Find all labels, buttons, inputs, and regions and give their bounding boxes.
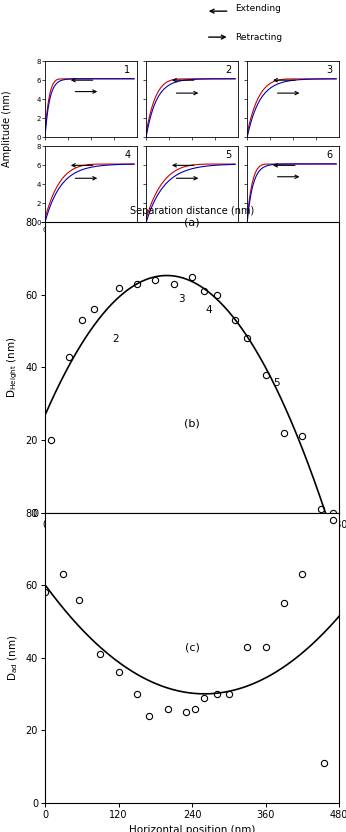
Text: (c): (c) (185, 642, 199, 652)
X-axis label: Horizontal position (nm): Horizontal position (nm) (129, 825, 255, 832)
Text: 3: 3 (179, 295, 185, 305)
Y-axis label: D$_{\mathrm{Height}}$ (nm): D$_{\mathrm{Height}}$ (nm) (6, 337, 20, 399)
Text: Retracting: Retracting (235, 33, 282, 42)
Text: Extending: Extending (235, 4, 281, 13)
Text: 2: 2 (112, 334, 119, 344)
X-axis label: Horizontal position (nm): Horizontal position (nm) (129, 535, 255, 545)
Text: 5: 5 (273, 378, 280, 388)
Text: Separation distance (nm): Separation distance (nm) (130, 206, 254, 216)
Text: 1: 1 (124, 65, 130, 75)
Text: 5: 5 (225, 150, 231, 160)
Text: Amplitude (nm): Amplitude (nm) (2, 91, 12, 167)
Text: (a): (a) (184, 218, 200, 228)
Text: (b): (b) (184, 418, 200, 428)
Text: 4: 4 (124, 150, 130, 160)
Text: 4: 4 (206, 305, 212, 315)
Y-axis label: D$_{\mathrm{ad}}$ (nm): D$_{\mathrm{ad}}$ (nm) (7, 635, 20, 681)
Text: 3: 3 (327, 65, 333, 75)
Text: 6: 6 (327, 150, 333, 160)
Text: 2: 2 (225, 65, 231, 75)
